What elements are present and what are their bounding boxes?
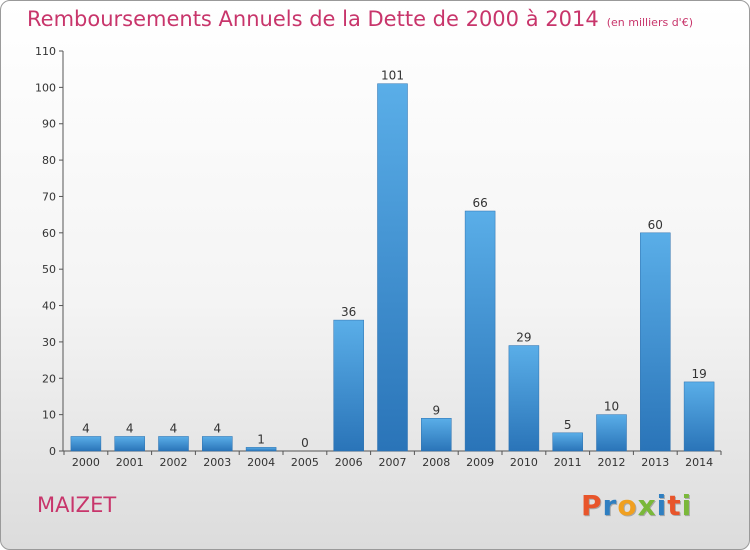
x-tick-label: 2000 [72,456,100,469]
bar [377,83,408,452]
bar [683,381,715,452]
bar [508,345,540,452]
y-tick-label: 30 [42,336,56,349]
bar [245,447,277,452]
x-tick-label: 2004 [247,456,275,469]
x-tick-label: 2001 [116,456,144,469]
data-label: 66 [472,196,487,210]
data-label: 4 [126,421,134,435]
x-tick-label: 2006 [335,456,363,469]
data-label: 5 [564,418,572,432]
bar [114,436,145,452]
y-tick-label: 70 [42,190,56,203]
logo-letter: x [637,489,657,522]
y-tick-label: 50 [42,263,56,276]
data-label: 9 [432,403,440,417]
logo-letter: i [656,489,668,522]
x-tick-label: 2011 [554,456,582,469]
data-label: 60 [648,218,663,232]
data-label: 29 [516,331,531,345]
x-tick-label: 2002 [160,456,188,469]
commune-name: MAIZET [37,493,117,517]
proxiti-logo: Proxiti [581,489,692,522]
x-tick-label: 2008 [422,456,450,469]
x-tick-label: 2009 [466,456,494,469]
y-tick-label: 40 [42,300,56,313]
data-label: 101 [381,69,404,83]
x-tick-label: 2013 [641,456,669,469]
logo-letter: o [617,489,638,522]
x-tick-label: 2003 [203,456,231,469]
data-label: 0 [301,436,309,450]
x-tick-label: 2005 [291,456,319,469]
data-label: 1 [257,432,265,446]
bar [464,210,496,452]
data-label: 4 [82,421,90,435]
y-tick-label: 0 [49,445,56,458]
logo-letter: r [602,489,618,522]
bar [421,418,452,452]
x-tick-label: 2014 [685,456,713,469]
data-label: 4 [213,421,221,435]
data-label: 10 [604,400,619,414]
bar [640,232,671,452]
x-tick-label: 2012 [598,456,626,469]
bar [333,319,364,452]
chart-title: Remboursements Annuels de la Dette de 20… [27,7,693,31]
data-label: 19 [691,367,706,381]
y-tick-label: 10 [42,409,56,422]
chart-title-main: Remboursements Annuels de la Dette de 20… [27,7,599,31]
y-tick-label: 100 [35,81,56,94]
bar [596,414,627,452]
bar [552,432,583,452]
bar [158,436,189,452]
x-tick-label: 2010 [510,456,538,469]
bar [70,436,102,452]
x-tick-label: 2007 [379,456,407,469]
bar [202,436,233,452]
y-tick-label: 110 [35,45,56,58]
chart-title-unit: (en milliers d'€) [606,16,693,29]
y-tick-label: 80 [42,154,56,167]
logo-letter: P [581,489,603,522]
y-tick-label: 20 [42,372,56,385]
logo-letter: i [681,489,693,522]
data-label: 4 [170,421,178,435]
data-label: 36 [341,305,356,319]
logo-letter: t [667,489,682,522]
y-tick-label: 60 [42,227,56,240]
y-tick-label: 90 [42,118,56,131]
